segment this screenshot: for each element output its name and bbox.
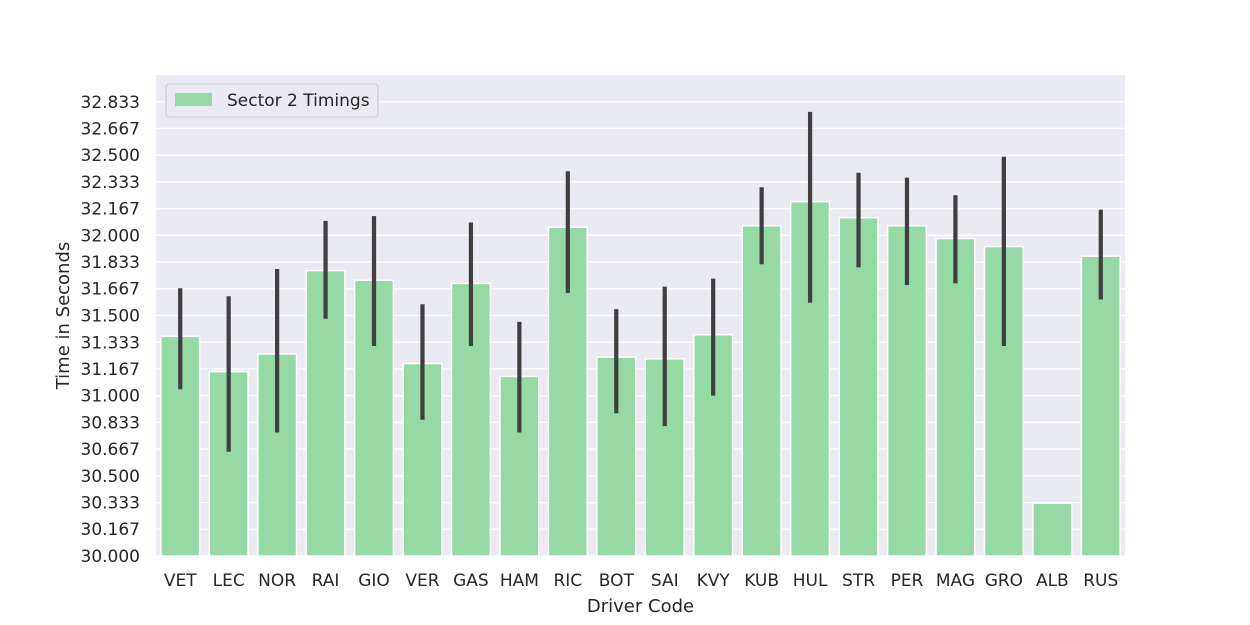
y-tick-label: 31.333 (81, 333, 140, 353)
y-tick-label: 30.833 (81, 413, 140, 433)
x-tick-label: STR (842, 571, 875, 591)
bars (160, 200, 1121, 557)
x-axis-ticks: VET LEC NOR RAI GIO VER GAS HAM RIC BOT SAI KVY KUB H… (164, 571, 1118, 591)
y-tick-label: 32.333 (81, 173, 140, 193)
y-tick-label: 30.000 (81, 547, 140, 567)
x-tick-label: RAI (312, 571, 340, 591)
legend-swatch (175, 93, 212, 106)
y-tick-label: 30.500 (81, 467, 140, 487)
x-tick-label: HUL (793, 571, 828, 591)
y-tick-label: 32.500 (81, 146, 140, 166)
y-tick-label: 31.000 (81, 387, 140, 407)
x-tick-label: GAS (453, 571, 489, 591)
x-tick-label: HAM (500, 571, 539, 591)
bar (1032, 502, 1073, 557)
x-tick-label: VER (405, 571, 439, 591)
x-axis-label: Driver Code (587, 596, 694, 617)
x-tick-label: VET (164, 571, 197, 591)
x-tick-label: SAI (651, 571, 679, 591)
y-tick-label: 30.333 (81, 494, 140, 514)
x-tick-label: KUB (744, 571, 779, 591)
legend-box (165, 83, 379, 118)
x-tick-label: RIC (553, 571, 582, 591)
y-tick-label: 30.167 (81, 520, 140, 540)
x-tick-label: GIO (358, 571, 390, 591)
y-tick-label: 32.167 (81, 200, 140, 220)
y-tick-label: 30.667 (81, 440, 140, 460)
bar (1080, 255, 1121, 557)
x-tick-label: RUS (1083, 571, 1118, 591)
bar (935, 237, 976, 557)
y-tick-label: 31.500 (81, 307, 140, 327)
x-tick-label: BOT (599, 571, 635, 591)
y-tick-label: 32.833 (81, 93, 140, 113)
bar (838, 216, 879, 557)
x-tick-label: LEC (213, 571, 245, 591)
x-tick-label: ALB (1036, 571, 1069, 591)
y-tick-label: 32.000 (81, 226, 140, 246)
legend-label: Sector 2 Timings (227, 91, 370, 111)
x-tick-label: GRO (985, 571, 1023, 591)
x-tick-label: NOR (258, 571, 296, 591)
x-tick-label: PER (891, 571, 924, 591)
y-axis-ticks: 30.000 30.167 30.333 30.500 30.667 30.833 31.0… (81, 93, 140, 567)
y-tick-label: 31.667 (81, 280, 140, 300)
y-axis-label: Time in Seconds (53, 242, 74, 391)
legend: Sector 2 Timings (165, 83, 379, 118)
bar (741, 224, 782, 557)
y-tick-label: 31.167 (81, 360, 140, 380)
x-tick-label: KVY (697, 571, 731, 591)
y-tick-label: 31.833 (81, 253, 140, 273)
y-tick-label: 32.667 (81, 119, 140, 139)
error-bars (178, 111, 1103, 452)
x-tick-label: MAG (936, 571, 975, 591)
